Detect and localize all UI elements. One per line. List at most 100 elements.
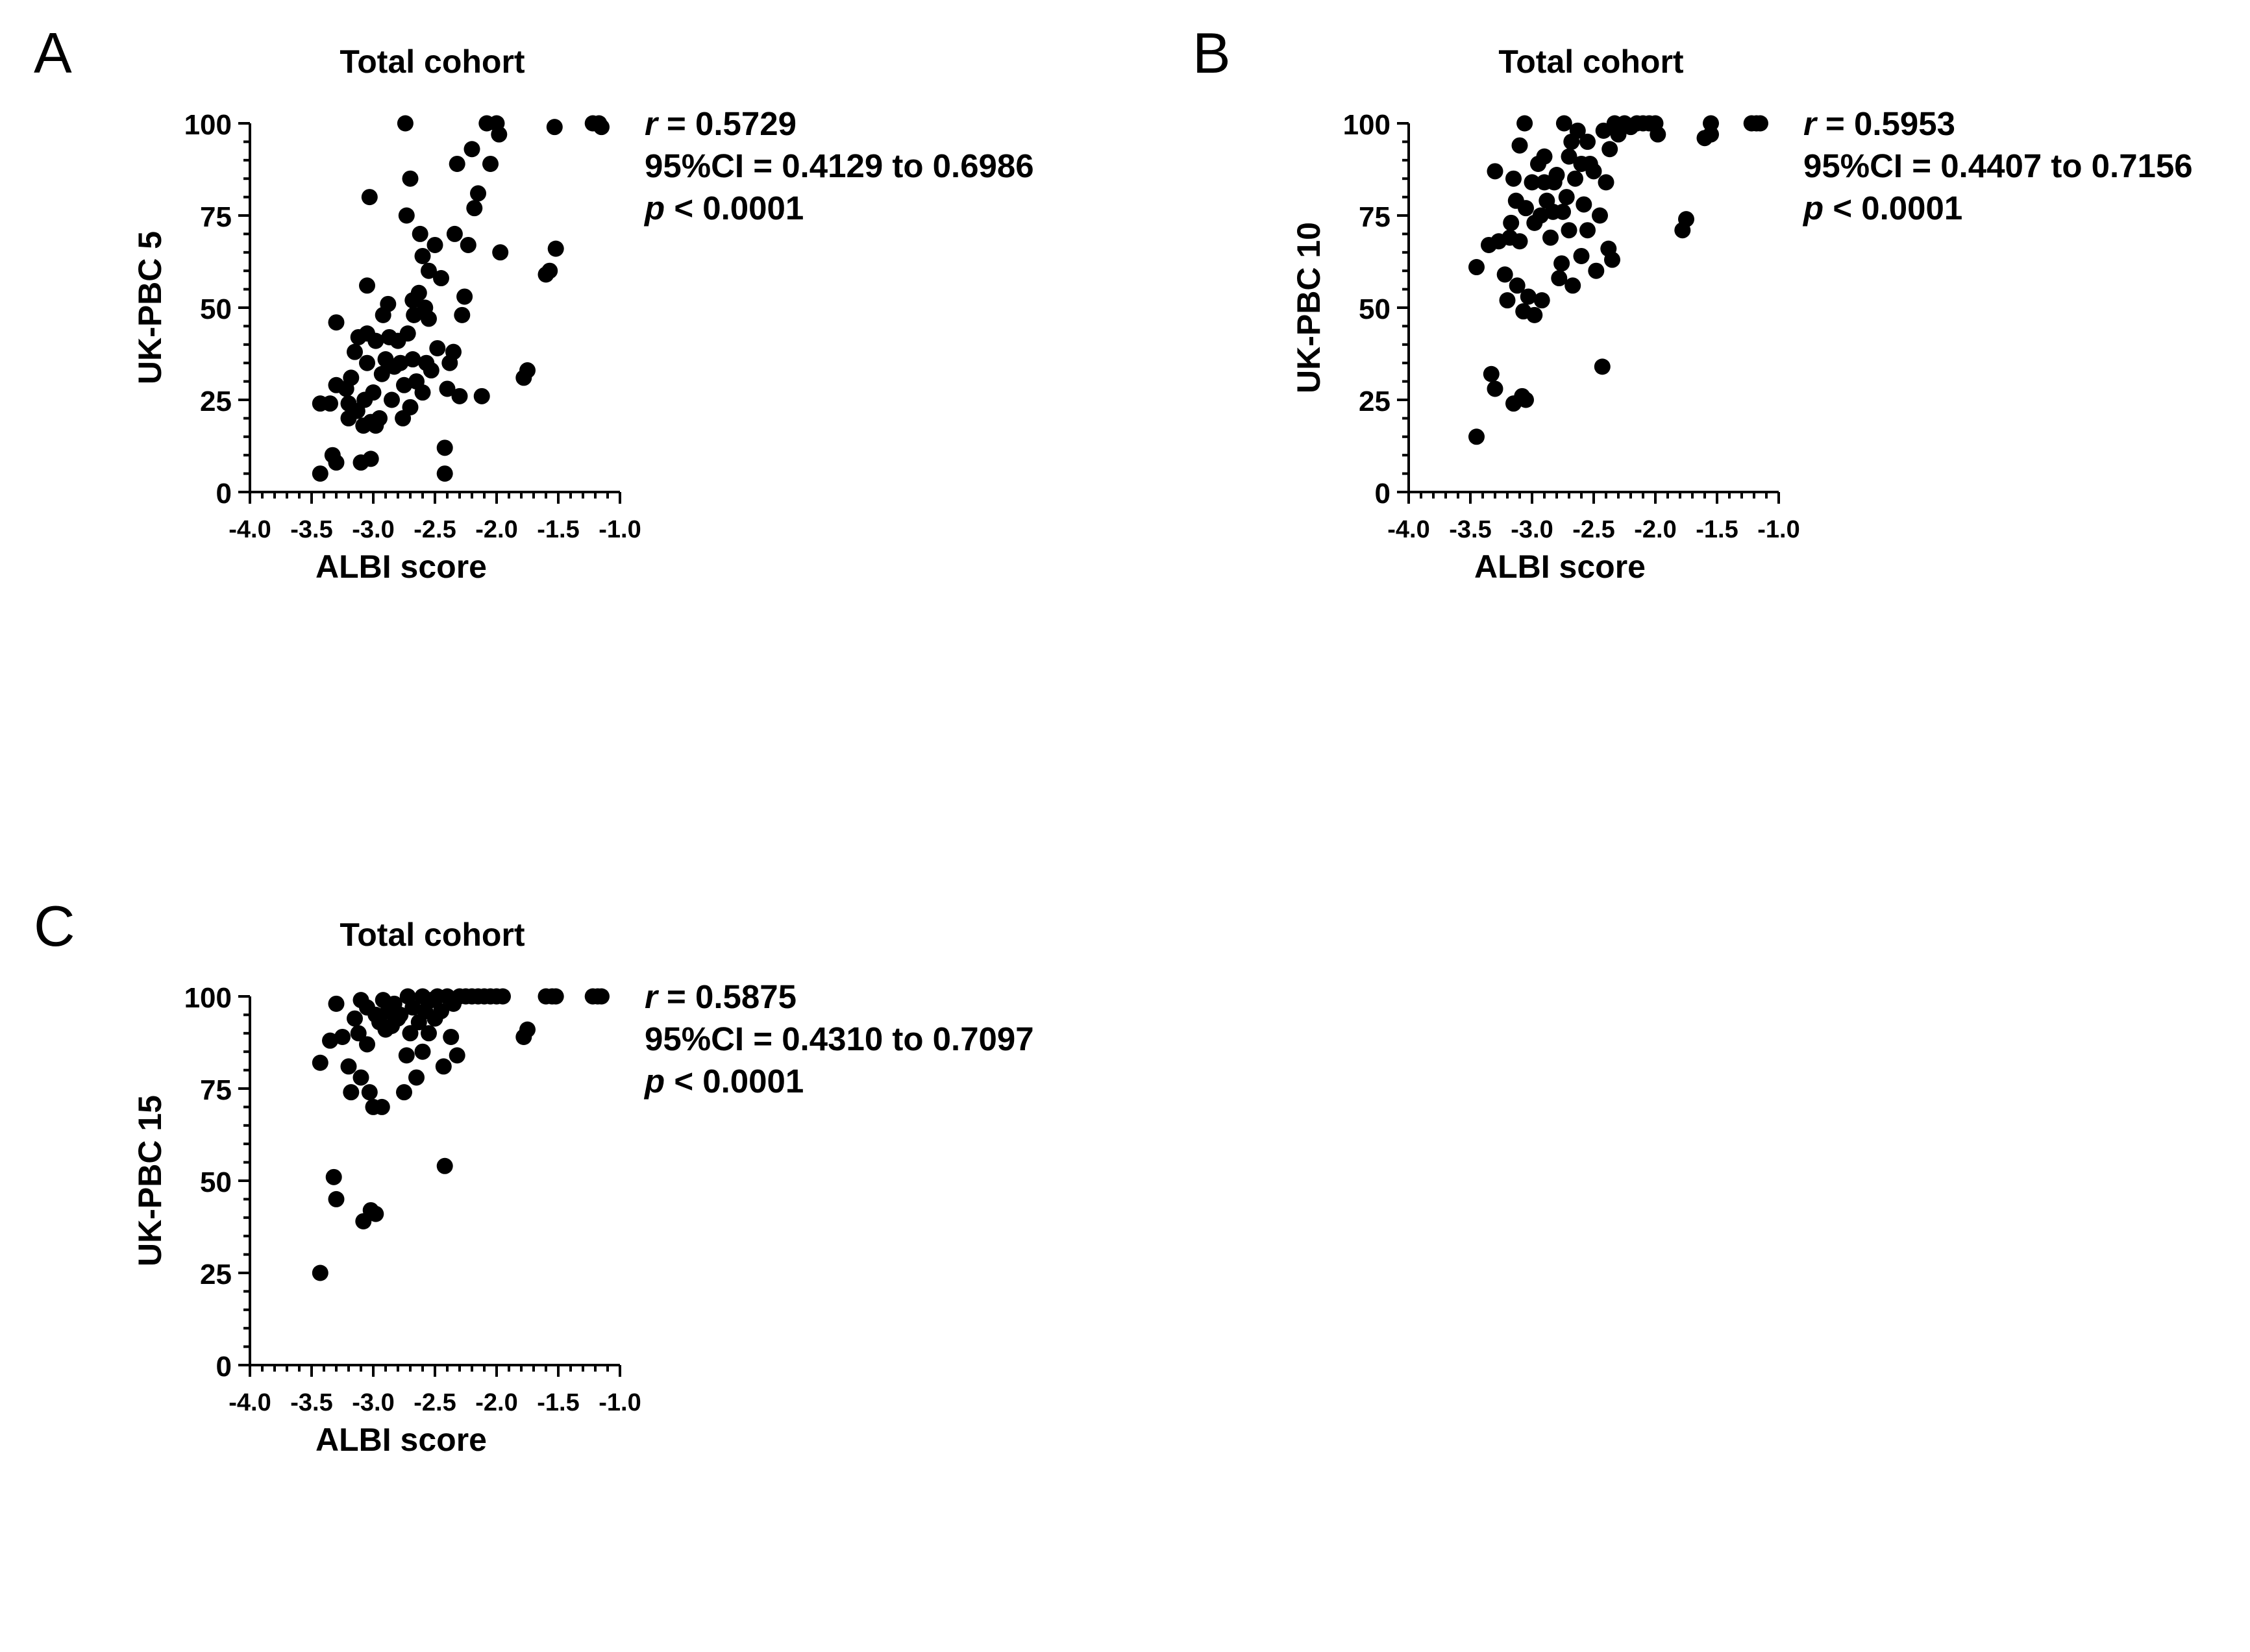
data-point xyxy=(328,454,345,471)
data-point xyxy=(1592,207,1608,224)
data-point xyxy=(1532,207,1549,224)
ci-line: 95%CI = 0.4407 to 0.7156 xyxy=(1803,147,2193,184)
data-point xyxy=(593,988,610,1005)
data-point xyxy=(397,115,414,132)
data-point xyxy=(1468,428,1485,445)
y-tick-label: 75 xyxy=(1359,201,1391,233)
data-point xyxy=(449,155,465,172)
data-point xyxy=(392,1006,409,1023)
data-point xyxy=(312,465,328,482)
data-point xyxy=(451,388,468,404)
x-tick-label: -4.0 xyxy=(1387,516,1429,543)
data-point xyxy=(1561,148,1577,165)
data-point xyxy=(1518,200,1534,217)
x-tick-label: -2.5 xyxy=(1572,516,1614,543)
data-point xyxy=(1601,141,1618,158)
data-point xyxy=(1561,222,1577,239)
data-point xyxy=(399,325,416,342)
data-point xyxy=(446,225,463,242)
data-point xyxy=(460,236,476,253)
y-tick-label: 0 xyxy=(216,1351,232,1383)
data-point xyxy=(449,1047,465,1064)
data-point xyxy=(1576,196,1592,213)
data-point xyxy=(1752,115,1768,132)
data-point xyxy=(1503,214,1520,231)
r-value: = 0.5729 xyxy=(657,105,797,142)
data-point xyxy=(361,1084,378,1101)
y-tick-label: 25 xyxy=(1359,386,1391,417)
p-value-line: p < 0.0001 xyxy=(1803,187,2193,229)
data-point xyxy=(1573,247,1590,264)
y-tick-label: 50 xyxy=(1359,293,1391,325)
data-point xyxy=(421,310,437,327)
p-symbol: p xyxy=(645,190,665,227)
data-point xyxy=(519,362,536,379)
x-tick-label: -2.5 xyxy=(414,1389,456,1416)
data-point xyxy=(1511,137,1528,154)
x-tick-label: -3.0 xyxy=(352,1389,394,1416)
panel-label: A xyxy=(34,21,72,85)
data-point xyxy=(445,343,462,360)
data-point xyxy=(1520,288,1537,305)
x-tick-label: -4.0 xyxy=(229,1389,271,1416)
y-tick-label: 50 xyxy=(200,1166,232,1198)
x-tick-label: -3.0 xyxy=(352,516,394,543)
x-tick-label: -2.0 xyxy=(1634,516,1676,543)
data-point xyxy=(541,262,558,279)
y-tick-label: 50 xyxy=(200,293,232,325)
data-point xyxy=(466,200,483,217)
data-point xyxy=(414,247,431,264)
data-point xyxy=(1558,189,1575,206)
stats-box: r = 0.5875 95%CI = 0.4310 to 0.7097 p < … xyxy=(645,976,1034,1102)
x-tick-label: -1.0 xyxy=(599,516,641,543)
data-point xyxy=(371,410,388,426)
data-point xyxy=(398,1047,415,1064)
data-point xyxy=(429,339,446,356)
data-point xyxy=(1585,163,1602,180)
p-value: < 0.0001 xyxy=(665,1063,804,1100)
stats-box: r = 0.5729 95%CI = 0.4129 to 0.6986 p < … xyxy=(645,103,1034,229)
x-axis-title: ALBI score xyxy=(315,1422,487,1458)
y-tick-label: 0 xyxy=(216,478,232,510)
ci-line: 95%CI = 0.4310 to 0.7097 xyxy=(645,1020,1034,1057)
data-point xyxy=(1542,229,1559,246)
x-tick-label: -1.5 xyxy=(1696,516,1738,543)
r-symbol: r xyxy=(645,978,658,1015)
data-point xyxy=(436,1157,453,1174)
data-point xyxy=(546,119,563,136)
data-point xyxy=(1579,133,1596,150)
chart-title: Total cohort xyxy=(340,43,525,80)
data-point xyxy=(1555,203,1571,220)
data-point xyxy=(367,332,384,349)
scatter-plot: 0 25 50 75 100 -4.0 -3.5 -3.0 -2.5 -2.0 -1.5 -1.0 To… xyxy=(1291,43,1800,585)
data-point xyxy=(423,362,439,379)
x-tick-label: -3.5 xyxy=(290,1389,332,1416)
data-point xyxy=(470,185,486,202)
y-tick-label: 100 xyxy=(1343,109,1391,141)
data-point xyxy=(443,1028,460,1045)
data-point xyxy=(1594,358,1611,375)
r-value: = 0.5875 xyxy=(657,978,797,1015)
y-axis-title: UK-PBC 10 xyxy=(1291,222,1327,393)
y-tick-label: 75 xyxy=(200,1074,232,1106)
x-tick-label: -1.5 xyxy=(537,1389,579,1416)
data-point xyxy=(340,1058,357,1075)
data-point xyxy=(421,1025,437,1042)
data-point xyxy=(408,1069,425,1086)
data-point xyxy=(492,244,509,261)
data-point xyxy=(328,314,345,331)
data-point xyxy=(1598,174,1614,191)
data-point xyxy=(1536,148,1553,165)
ci-line: 95%CI = 0.4129 to 0.6986 xyxy=(645,147,1034,184)
data-point xyxy=(347,1010,363,1027)
data-point xyxy=(410,284,427,301)
data-point xyxy=(1604,251,1620,268)
data-point xyxy=(312,1054,328,1071)
data-point xyxy=(1468,259,1485,276)
panel-label: C xyxy=(34,894,75,958)
data-point xyxy=(495,988,511,1005)
y-tick-label: 25 xyxy=(200,386,232,417)
x-tick-label: -3.5 xyxy=(290,516,332,543)
data-point xyxy=(328,995,345,1012)
scatter-plot: 0 25 50 75 100 -4.0 -3.5 -3.0 -2.5 -2.0 -1.5 -1.0 To… xyxy=(132,43,641,585)
